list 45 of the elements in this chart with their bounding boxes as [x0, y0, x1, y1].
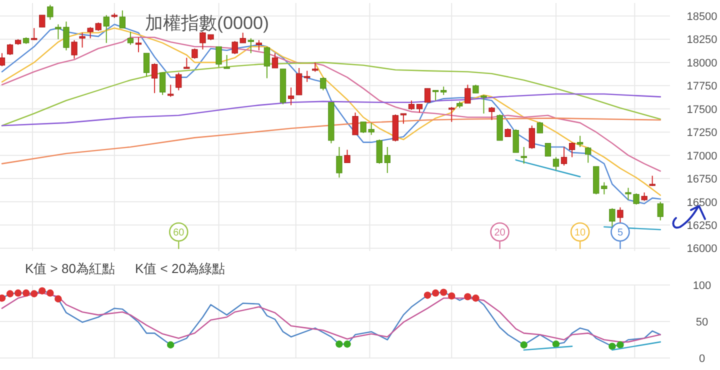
- line-series: [1, 36, 662, 172]
- line-series: [1, 118, 662, 164]
- point: [464, 293, 472, 300]
- y-tick-label: 16750: [686, 174, 718, 186]
- y-tick-label: 18000: [686, 57, 718, 70]
- text: K值 > 80為紅點: [25, 261, 115, 276]
- point: [0, 294, 6, 302]
- point: [440, 288, 448, 296]
- point: [608, 342, 616, 350]
- point: [46, 289, 54, 297]
- y-tick-label: 50: [696, 316, 708, 328]
- y-tick-label: 16500: [686, 196, 718, 209]
- y-tick-label: 16000: [686, 243, 718, 256]
- annotation: 10: [574, 228, 586, 238]
- point: [30, 290, 38, 298]
- point: [38, 287, 46, 294]
- point: [167, 341, 174, 348]
- point: [14, 289, 22, 297]
- point: [520, 341, 528, 348]
- y-tick-label: 17750: [686, 80, 718, 93]
- point: [336, 340, 343, 348]
- y-tick-label: 100: [692, 280, 712, 292]
- line-series: [1, 62, 662, 126]
- y-tick-label: 17500: [686, 104, 718, 116]
- y-tick-label: 18250: [686, 34, 718, 46]
- point: [6, 290, 14, 298]
- point: [552, 340, 560, 348]
- point: [54, 295, 62, 302]
- annotation: 20: [494, 228, 506, 238]
- y-tick-label: 16250: [686, 220, 718, 232]
- point: [448, 292, 456, 300]
- point: [344, 340, 351, 348]
- y-tick-label: 17250: [686, 127, 718, 140]
- point: [432, 289, 440, 297]
- annotation: 60: [173, 228, 185, 238]
- point: [616, 341, 624, 348]
- point: [424, 292, 432, 299]
- text: K值 < 20為綠點: [135, 261, 225, 276]
- y-tick-label: 0: [698, 353, 706, 365]
- point: [472, 294, 480, 302]
- y-tick-label: 17000: [686, 150, 718, 162]
- point: [22, 289, 30, 297]
- text: 加權指數(0000): [145, 13, 270, 33]
- annotation: 5: [617, 228, 624, 238]
- y-tick-label: 18500: [686, 11, 718, 24]
